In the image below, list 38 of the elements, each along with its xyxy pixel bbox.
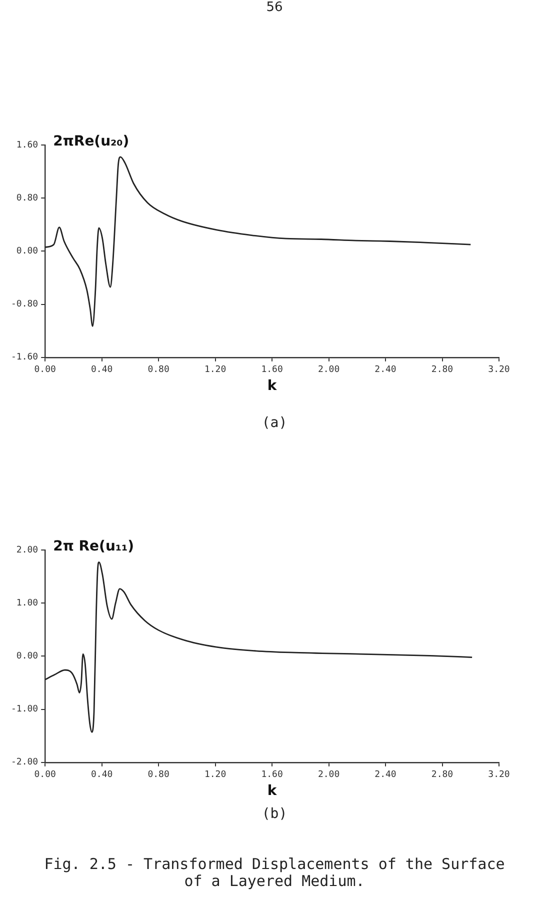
x-tick-label: 0.40 — [90, 770, 113, 780]
x-axis-title: k — [267, 783, 278, 800]
chart-title: 2π Re(u₁₁) — [53, 538, 134, 555]
y-tick-label: -1.60 — [11, 352, 38, 363]
x-tick-label: 0.00 — [34, 365, 56, 376]
x-tick-label: 1.20 — [204, 770, 226, 780]
y-tick-label: 1.00 — [16, 598, 38, 608]
line-series — [45, 562, 473, 733]
x-tick-label: 0.00 — [34, 770, 56, 780]
y-tick-label: 0.00 — [16, 246, 38, 257]
x-tick-label: 2.40 — [374, 365, 396, 376]
x-tick-label: 2.00 — [318, 770, 340, 780]
x-tick-label: 3.20 — [488, 365, 510, 376]
y-tick-label: 1.60 — [16, 140, 38, 150]
x-tick-label: 0.80 — [148, 365, 170, 376]
x-tick-label: 1.60 — [261, 770, 283, 780]
y-tick-label: 0.80 — [16, 193, 38, 204]
chart-title: 2πRe(u₂₀) — [53, 134, 130, 150]
line-series — [45, 156, 472, 327]
x-tick-label: 2.80 — [431, 365, 454, 376]
x-tick-label: 0.80 — [148, 770, 170, 780]
y-tick-label: 0.00 — [16, 652, 38, 662]
y-tick-label: -2.00 — [11, 758, 38, 768]
text: (b) — [260, 806, 288, 822]
text: 56 — [265, 0, 284, 17]
x-tick-label: 1.60 — [261, 365, 283, 376]
x-tick-label: 3.20 — [488, 770, 510, 780]
x-tick-label: 1.20 — [204, 365, 226, 376]
text: (a) — [260, 415, 288, 431]
y-tick-label: -1.00 — [11, 704, 38, 715]
x-axis-title: k — [267, 378, 278, 394]
x-tick-label: 2.80 — [431, 770, 454, 780]
caption: Fig. 2.5 - Transformed Displacements of the Surface of a Layered Medium. — [43, 855, 506, 890]
y-tick-label: -0.80 — [11, 300, 38, 310]
x-tick-label: 2.40 — [374, 770, 396, 780]
y-tick-label: 2.00 — [16, 545, 38, 556]
x-tick-label: 0.40 — [90, 365, 113, 376]
x-tick-label: 2.00 — [318, 365, 340, 376]
